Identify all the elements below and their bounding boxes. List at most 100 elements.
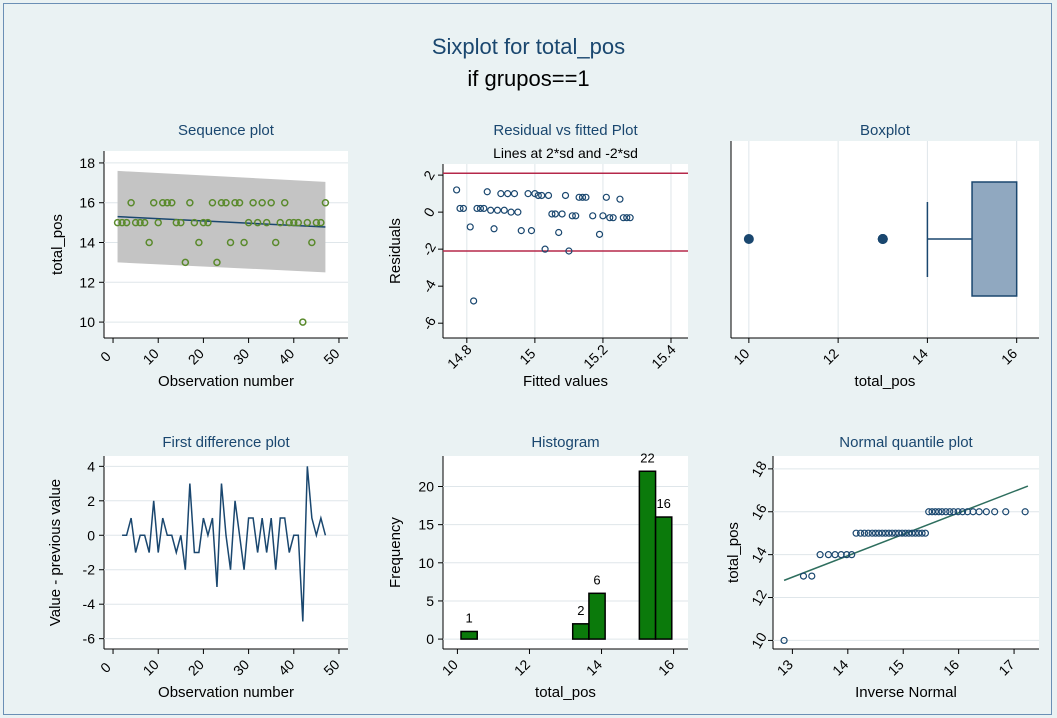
x-tick-label: 15: [516, 345, 538, 367]
data-point: [565, 247, 573, 255]
data-point: [575, 193, 583, 201]
data-point: [568, 212, 576, 220]
data-point: [1021, 508, 1029, 516]
data-point: [186, 198, 194, 207]
panel-boxplot: Boxplot 10 12 14 16 total_pos: [730, 122, 1039, 390]
panel-title: Residual vs fitted Plot: [493, 122, 638, 139]
y-axis-label: total_pos: [49, 214, 66, 275]
data-point: [599, 212, 607, 220]
y-tick-label: 10: [748, 629, 770, 651]
data-point: [843, 551, 851, 559]
data-point: [558, 210, 566, 218]
data-point: [163, 198, 172, 207]
x-tick-label: 16: [655, 656, 677, 678]
histogram-bar: [571, 623, 590, 640]
data-point: [911, 529, 920, 537]
x-tick-label: 15.2: [580, 341, 611, 372]
data-point: [507, 208, 515, 216]
panel-residual: Residual vs fitted Plot Lines at 2*sd and…: [387, 122, 688, 390]
data-point: [285, 218, 294, 227]
panel-title: Boxplot: [860, 122, 911, 139]
data-point: [453, 186, 461, 194]
panel-sequence: Sequence plot 0 10 20 30 40 50 Observation numb…: [49, 122, 348, 390]
data-point: [534, 191, 542, 200]
data-point: [888, 529, 896, 537]
data-point: [898, 529, 906, 537]
data-point: [204, 218, 212, 227]
data-point: [258, 198, 266, 207]
histogram-bar: [638, 470, 657, 640]
y-tick-label: 0: [87, 527, 95, 543]
x-axis-label: total_pos: [535, 684, 596, 701]
y-tick-label: 14: [79, 235, 95, 251]
y-tick-label: 18: [79, 155, 95, 171]
data-point: [308, 238, 316, 247]
x-tick-label: 40: [275, 345, 297, 367]
data-point: [541, 245, 549, 253]
data-point: [548, 210, 556, 218]
data-point: [466, 223, 474, 231]
y-tick-label: -2: [419, 240, 439, 259]
y-tick-label: 15: [418, 517, 434, 533]
y-tick-label: 20: [418, 479, 434, 495]
data-point: [938, 508, 946, 516]
data-point: [824, 551, 833, 559]
x-tick-label: 0: [97, 348, 114, 365]
x-tick-label: 14: [829, 656, 851, 678]
data-point: [235, 198, 244, 207]
y-tick-label: 12: [79, 274, 95, 290]
data-point: [249, 198, 257, 207]
x-tick-label: 50: [320, 345, 342, 367]
data-point: [589, 212, 597, 220]
data-point: [217, 198, 226, 207]
outlier-point: [877, 234, 888, 244]
data-point: [190, 218, 199, 227]
bar-label: 6: [593, 572, 600, 587]
data-point: [208, 198, 217, 207]
panel-title: Sequence plot: [178, 122, 275, 139]
data-point: [222, 198, 230, 207]
x-axis-label: Observation number: [158, 684, 294, 701]
histogram-bar: [588, 592, 606, 640]
data-point: [172, 218, 181, 227]
y-tick-label: 10: [418, 555, 434, 571]
data-point: [555, 228, 563, 237]
data-point: [856, 529, 865, 537]
data-point: [262, 218, 271, 227]
data-point: [470, 297, 478, 305]
data-point: [908, 529, 916, 537]
y-tick-label: 16: [79, 195, 95, 211]
histogram-bar: [460, 630, 478, 640]
x-tick-label: 10: [730, 345, 752, 367]
y-tick-label: 18: [748, 458, 770, 480]
panel-title: Normal quantile plot: [839, 434, 973, 451]
data-point: [921, 529, 929, 537]
data-point: [140, 218, 149, 227]
data-point: [127, 198, 135, 207]
panel-quantile: Normal quantile plot 13 14 15 16 17 Inverse No…: [725, 434, 1039, 701]
data-point: [487, 206, 495, 214]
data-point: [312, 218, 321, 227]
y-tick-label: 10: [79, 314, 95, 330]
data-point: [181, 258, 190, 267]
x-tick-label: 17: [995, 656, 1017, 678]
bar-label: 22: [640, 450, 654, 465]
x-tick-label: 16: [940, 656, 962, 678]
data-point: [294, 218, 303, 227]
x-tick-label: 12: [511, 656, 533, 678]
x-tick-label: 30: [230, 345, 252, 367]
data-point: [918, 529, 926, 537]
data-point: [915, 529, 923, 537]
data-point: [816, 551, 824, 559]
y-axis-label: Residuals: [387, 218, 404, 284]
y-tick-label: 16: [748, 501, 770, 523]
data-point: [864, 529, 872, 537]
data-point: [623, 214, 631, 222]
data-point: [267, 198, 275, 207]
x-axis-label: total_pos: [855, 373, 916, 390]
data-point: [483, 188, 491, 196]
bar-label: 1: [466, 610, 473, 625]
x-tick-label: 0: [97, 659, 114, 676]
data-point: [244, 218, 253, 227]
